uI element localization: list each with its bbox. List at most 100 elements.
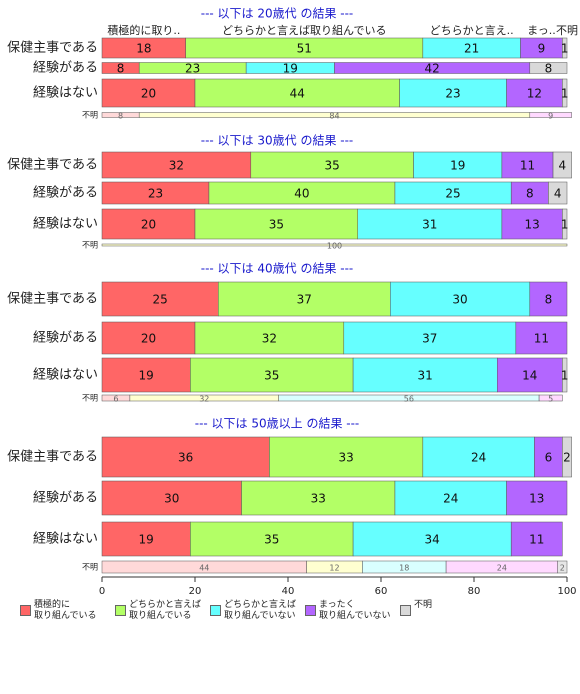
value-label: 44: [290, 87, 305, 101]
panel-title: --- 以下は 20歳代 の結果 ---: [201, 7, 354, 21]
value-label: 23: [148, 187, 163, 201]
bar-segment: [101, 480, 242, 516]
row-label: 経験はない: [33, 86, 98, 101]
legend-swatch: [115, 605, 126, 616]
value-label: 11: [534, 332, 549, 346]
bar-segment: [101, 281, 219, 317]
value-label: 84: [329, 112, 339, 121]
bar-segment: [101, 321, 196, 355]
value-label: 36: [178, 451, 193, 465]
value-label: 13: [529, 492, 544, 506]
value-label: 12: [329, 564, 339, 573]
bar-segment: [557, 560, 568, 574]
row-label: 不明: [82, 241, 98, 250]
bar-segment: [529, 112, 572, 118]
value-label: 9: [538, 42, 546, 56]
value-label: 19: [139, 369, 154, 383]
value-label: 35: [269, 218, 284, 232]
value-label: 31: [418, 369, 433, 383]
row-label: 保健主事である: [7, 292, 98, 307]
column-label: 不明: [556, 24, 578, 37]
row-label: 保健主事である: [7, 450, 98, 465]
value-label: 8: [545, 62, 553, 76]
row-label: 不明: [82, 563, 98, 572]
value-label: 30: [164, 492, 179, 506]
row-label: 経験がある: [33, 491, 98, 506]
value-label: 1: [561, 369, 569, 383]
legend-swatch: [305, 605, 316, 616]
x-tick-label: 100: [557, 586, 576, 597]
value-label: 37: [422, 332, 437, 346]
bar-segment: [101, 78, 196, 108]
value-label: 13: [524, 218, 539, 232]
bar-segment: [538, 394, 563, 402]
bar-segment: [562, 208, 568, 240]
bar-segment: [562, 357, 568, 393]
bar-segment: [101, 208, 196, 240]
bar-segment: [194, 78, 400, 108]
column-label: どちらかと言え..: [430, 24, 514, 37]
bar-segment: [352, 521, 512, 557]
value-label: 30: [452, 293, 467, 307]
value-label: 35: [264, 369, 279, 383]
panel-title: --- 以下は 30歳代 の結果 ---: [201, 134, 354, 148]
value-label: 2: [563, 451, 571, 465]
row-label: 保健主事である: [7, 158, 98, 173]
bar-segment: [357, 208, 503, 240]
x-tick-label: 40: [282, 586, 295, 597]
value-label: 31: [422, 218, 437, 232]
bar-segment: [552, 151, 572, 179]
bar-segment: [101, 436, 270, 478]
panel-title: --- 以下は 50歳以上 の結果 ---: [195, 417, 360, 431]
value-label: 20: [141, 332, 156, 346]
value-label: 25: [445, 187, 460, 201]
value-label: 20: [141, 218, 156, 232]
value-label: 1: [561, 218, 569, 232]
bar-segment: [101, 357, 191, 393]
legend-swatch: [20, 605, 31, 616]
row-label: 保健主事である: [7, 41, 98, 56]
row-label: 経験がある: [33, 61, 98, 76]
bar-segment: [390, 281, 531, 317]
row-label: 経験はない: [33, 368, 98, 383]
value-label: 9: [548, 112, 553, 121]
value-label: 23: [445, 87, 460, 101]
value-label: 12: [527, 87, 542, 101]
value-label: 19: [283, 62, 298, 76]
value-label: 18: [136, 42, 151, 56]
value-label: 32: [262, 332, 277, 346]
value-label: 34: [425, 533, 440, 547]
value-label: 11: [529, 533, 544, 547]
legend-label: 積極的に 取り組んでいる: [34, 600, 97, 621]
bar-segment: [562, 37, 568, 59]
bar-segment: [562, 436, 572, 478]
value-label: 8: [545, 293, 553, 307]
value-label: 23: [185, 62, 200, 76]
value-label: 32: [199, 395, 209, 404]
row-label: 経験がある: [33, 186, 98, 201]
bar-segment: [497, 357, 563, 393]
value-label: 37: [297, 293, 312, 307]
value-label: 1: [561, 87, 569, 101]
panel-title: --- 以下は 40歳代 の結果 ---: [201, 262, 354, 276]
bar-segment: [506, 480, 568, 516]
row-label: 不明: [82, 111, 98, 120]
value-label: 8: [117, 62, 125, 76]
value-label: 51: [297, 42, 312, 56]
bar-segment: [548, 181, 568, 205]
value-label: 24: [497, 564, 507, 573]
x-tick-label: 60: [375, 586, 388, 597]
bar-segment: [515, 321, 568, 355]
value-label: 32: [169, 159, 184, 173]
row-label: 経験がある: [33, 331, 98, 346]
bar-segment: [241, 480, 396, 516]
bar-segment: [501, 208, 563, 240]
row-label: 不明: [82, 394, 98, 403]
value-label: 20: [141, 87, 156, 101]
value-label: 19: [450, 159, 465, 173]
value-label: 42: [425, 62, 440, 76]
column-label: まっ..: [527, 24, 556, 37]
value-label: 2: [560, 564, 565, 573]
